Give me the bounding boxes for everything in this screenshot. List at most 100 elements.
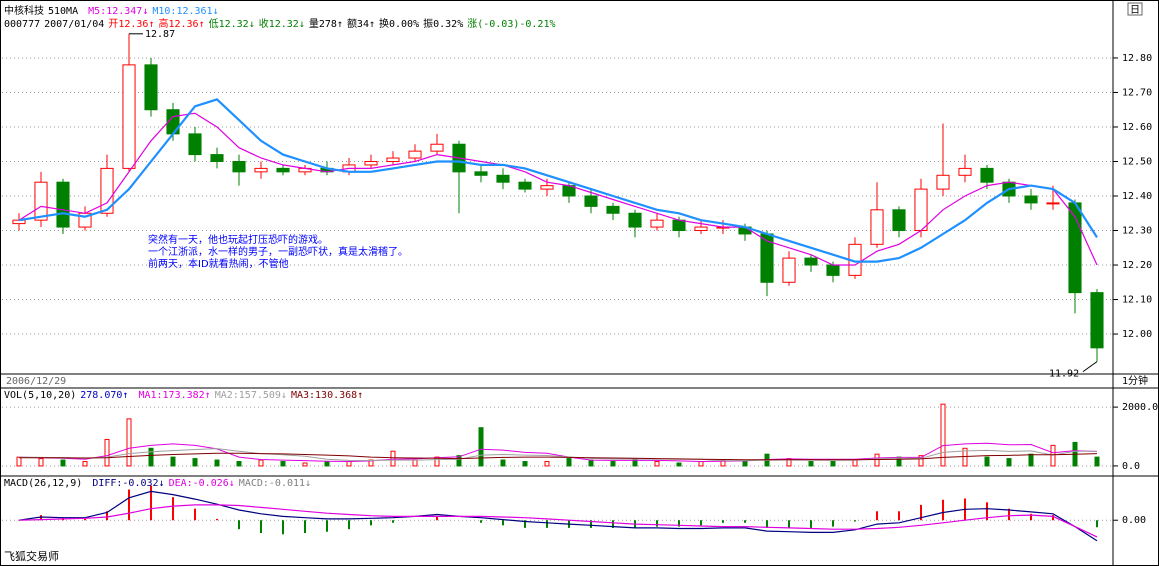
volume-bar <box>544 461 550 467</box>
volume-bar <box>324 461 330 467</box>
quote-item: 量278↑ <box>308 19 343 30</box>
volume-bar <box>60 459 66 467</box>
volume-bar <box>500 459 506 467</box>
ma-line <box>18 490 1098 542</box>
candle-body <box>34 181 48 221</box>
volume-bar <box>170 456 176 467</box>
high-label: 12.87 <box>145 29 175 40</box>
candle-body <box>870 209 884 245</box>
volume-bar <box>16 456 22 467</box>
legend-entry: DEA:-0.026↓ <box>168 478 235 489</box>
volume-bar <box>830 461 836 467</box>
quote-item: 开12.36↑ <box>108 19 155 30</box>
candle-body <box>606 205 620 214</box>
volume-bar <box>632 459 638 467</box>
candle-body <box>826 264 840 276</box>
candle-body <box>1046 202 1060 205</box>
volume-legend: VOL(5,10,20) 278.070↑ MA1:173.382↑ MA2:157… <box>4 390 367 401</box>
volume-bar <box>346 461 352 467</box>
quote-item: 换0.00% <box>379 19 420 30</box>
quote-item: 额34↑ <box>346 19 375 30</box>
volume-bar <box>478 427 484 467</box>
candle-body <box>1090 292 1104 349</box>
volume-bar <box>676 462 682 467</box>
candle-body <box>782 257 796 283</box>
y-tick-label: 12.00 <box>1122 329 1152 340</box>
candle-body <box>672 219 686 232</box>
quote-line: 000777 2007/01/04 开12.36↑ 高12.36↑ 低12.32↓ 收12… <box>4 15 560 30</box>
ma-line <box>19 452 1098 461</box>
candle-body <box>100 167 114 214</box>
candle-body <box>56 181 70 228</box>
candle-body <box>980 167 994 183</box>
volume-bar <box>214 459 220 467</box>
quote-item: 收12.32↓ <box>258 19 305 30</box>
ma-line <box>18 98 1098 263</box>
y-tick-label: 12.40 <box>1122 191 1152 202</box>
date-label: 2006/12/29 <box>6 376 66 387</box>
legend-entry: MA3:130.368↑ <box>290 390 364 401</box>
quote-item: 振0.32% <box>423 19 464 30</box>
volume-bar <box>654 461 660 467</box>
candle-body <box>936 174 950 190</box>
y-tick-label: 12.60 <box>1122 122 1152 133</box>
volume-bar <box>390 450 396 467</box>
y-tick-label: 12.70 <box>1122 87 1152 98</box>
current-value: 278.070↑ <box>80 390 129 401</box>
legend-entry: M5:12.347↓ <box>88 6 149 17</box>
y-tick-label: 12.30 <box>1122 226 1152 237</box>
legend-entry: M10:12.361↓ <box>152 6 219 17</box>
volume-bar <box>148 447 154 467</box>
icon[interactable]: 日 <box>1130 5 1140 16</box>
y-tick-label: 2000.0 <box>1122 402 1158 413</box>
candle-body <box>958 167 972 176</box>
period-label: 1分钟 <box>1122 374 1148 387</box>
volume-bar <box>236 461 242 467</box>
y-tick-label: 0.0 <box>1122 461 1140 472</box>
candle-body <box>12 219 26 225</box>
volume-bar <box>456 455 462 467</box>
legend-entry: MA2:157.509↓ <box>214 390 287 401</box>
volume-bar <box>302 462 308 467</box>
volume-bar <box>984 456 990 467</box>
candle-body <box>628 212 642 228</box>
volume-bar <box>742 461 748 467</box>
candle-body <box>518 181 532 190</box>
subtitle: 510MA <box>48 6 79 17</box>
icon-box[interactable] <box>1127 2 1143 16</box>
candle-body <box>804 257 818 266</box>
candle-body <box>496 174 510 183</box>
volume-bar <box>874 453 880 467</box>
volume-bar <box>720 459 726 467</box>
volume-bar <box>918 455 924 467</box>
candle-body <box>694 226 708 232</box>
volume-bar <box>610 461 616 467</box>
ma-line <box>18 504 1098 538</box>
y-tick-label: 12.10 <box>1122 295 1152 306</box>
pointer <box>1082 361 1098 373</box>
candle-body <box>122 64 136 169</box>
macd-legend: MACD(26,12,9) DIFF:-0.032↓ DEA:-0.026↓ MAC… <box>4 478 315 489</box>
ma-line <box>18 112 1098 266</box>
y-tick-label: 0.00 <box>1122 515 1146 526</box>
legend-entry: MACD:-0.011↓ <box>238 478 312 489</box>
volume-bar <box>192 458 198 467</box>
volume-bar <box>412 459 418 467</box>
candle-body <box>540 185 554 190</box>
volume-bar <box>1028 453 1034 467</box>
volume-bar <box>962 447 968 467</box>
volume-bar <box>808 461 814 467</box>
volume-bar <box>104 438 110 467</box>
candle-body <box>254 167 268 173</box>
volume-bar <box>1006 458 1012 467</box>
volume-bar <box>522 461 528 467</box>
volume-bar <box>434 456 440 467</box>
volume-bar <box>126 418 132 467</box>
candle-body <box>584 195 598 207</box>
volume-bar <box>280 461 286 467</box>
title: MACD(26,12,9) <box>4 478 83 489</box>
y-tick-label: 12.80 <box>1122 53 1152 64</box>
candle-body <box>408 150 422 159</box>
volume-bar <box>588 459 594 467</box>
